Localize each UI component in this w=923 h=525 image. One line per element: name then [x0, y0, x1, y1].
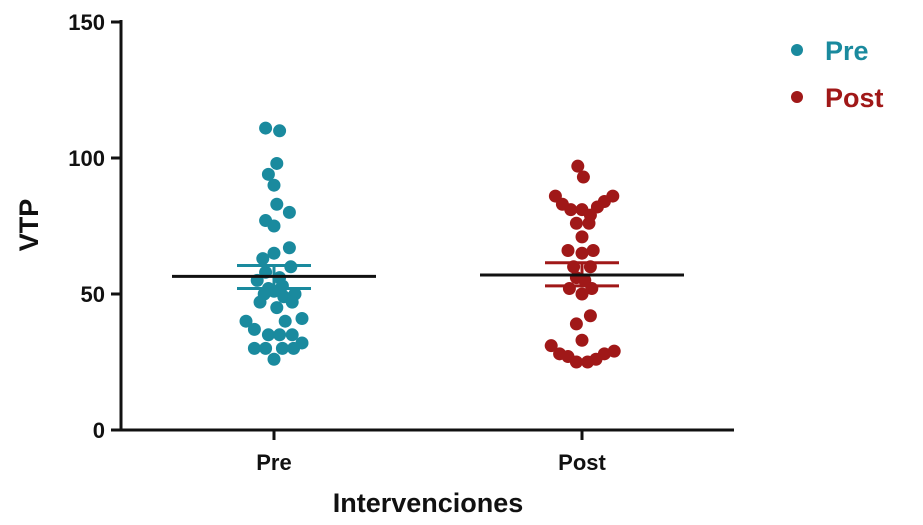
data-point	[273, 124, 287, 138]
y-axis-title: VTP	[14, 199, 44, 252]
data-point	[270, 156, 284, 170]
legend-label: Post	[825, 83, 884, 113]
data-point	[267, 178, 281, 192]
legend-marker	[791, 44, 803, 56]
data-point	[282, 241, 296, 255]
legend: Pre Post	[791, 36, 884, 113]
data-point	[564, 203, 578, 217]
data-point	[569, 317, 583, 331]
data-point	[267, 352, 281, 366]
data-point	[259, 341, 273, 355]
legend-marker	[791, 91, 803, 103]
data-points	[239, 121, 621, 369]
data-point	[581, 355, 595, 369]
y-tick-label: 150	[68, 10, 105, 35]
axes	[119, 20, 734, 432]
data-point	[259, 121, 273, 135]
data-point	[544, 339, 558, 353]
data-point	[285, 295, 299, 309]
x-ticks: Pre Post	[256, 430, 607, 475]
data-point	[562, 282, 576, 296]
data-point	[582, 216, 596, 230]
data-point	[575, 287, 589, 301]
data-point	[569, 355, 583, 369]
data-point	[571, 159, 585, 173]
data-point	[270, 197, 284, 211]
data-point	[256, 252, 270, 266]
data-point	[295, 311, 309, 325]
y-tick-label: 100	[68, 146, 105, 171]
data-point	[569, 216, 583, 230]
data-point	[247, 341, 261, 355]
data-point	[285, 328, 299, 342]
legend-label: Pre	[825, 36, 869, 66]
data-point	[561, 243, 575, 257]
y-tick-label: 0	[93, 418, 105, 443]
data-point	[575, 333, 589, 347]
data-point	[270, 301, 284, 315]
data-point	[267, 246, 281, 260]
data-point	[261, 328, 275, 342]
data-point	[275, 341, 289, 355]
x-tick-label: Post	[558, 450, 606, 475]
y-ticks: 0 50 100 150	[68, 10, 121, 443]
y-tick-label: 50	[81, 282, 105, 307]
x-tick-label: Pre	[256, 450, 291, 475]
error-bars	[172, 261, 684, 291]
data-point	[583, 309, 597, 323]
data-point	[586, 243, 600, 257]
data-point	[278, 314, 292, 328]
data-point	[282, 205, 296, 219]
data-point	[575, 246, 589, 260]
data-point	[253, 295, 267, 309]
data-point	[576, 170, 590, 184]
data-point	[261, 167, 275, 181]
data-point	[239, 314, 253, 328]
data-point	[287, 341, 301, 355]
data-point	[273, 328, 287, 342]
data-point	[607, 344, 621, 358]
data-point	[247, 322, 261, 336]
data-point	[575, 230, 589, 244]
data-point	[267, 219, 281, 233]
x-axis-title: Intervenciones	[333, 488, 524, 518]
